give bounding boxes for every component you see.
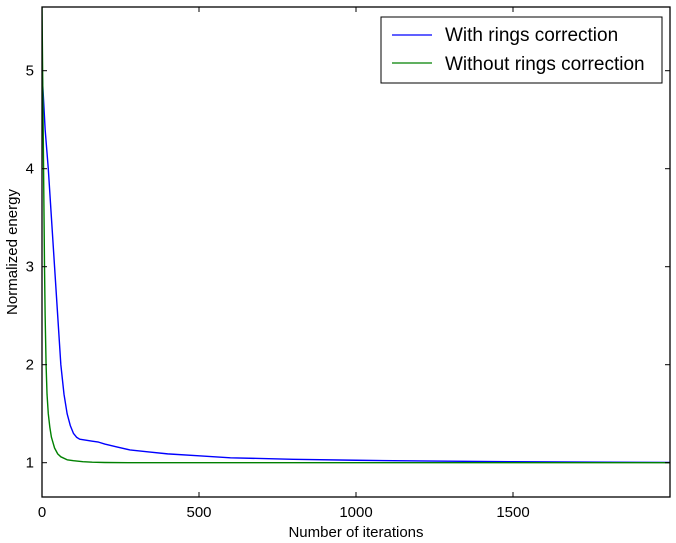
legend-label-with-rings: With rings correction xyxy=(445,25,618,46)
legend-label-without-rings: Without rings correction xyxy=(445,54,645,75)
x-tick-label: 500 xyxy=(186,504,211,521)
legend: With rings correction Without rings corr… xyxy=(380,16,663,84)
y-tick-label: 2 xyxy=(26,357,34,374)
series-layer xyxy=(42,7,670,464)
y-axis-label: Normalized energy xyxy=(4,189,21,315)
y-tick-label: 5 xyxy=(26,63,34,80)
x-tick-label: 0 xyxy=(38,504,46,521)
series-line-without-rings xyxy=(42,7,670,464)
x-tick-label: 1500 xyxy=(496,504,529,521)
legend-box xyxy=(380,16,663,84)
x-tick-label: 1000 xyxy=(339,504,372,521)
series-line-with-rings xyxy=(42,70,670,464)
x-axis-label: Number of iterations xyxy=(288,524,423,541)
y-tick-label: 4 xyxy=(26,161,34,178)
ticks-layer: 0 500 1000 1500 1 2 3 4 5 xyxy=(26,7,670,521)
y-tick-label: 3 xyxy=(26,259,34,276)
y-tick-label: 1 xyxy=(26,455,34,472)
